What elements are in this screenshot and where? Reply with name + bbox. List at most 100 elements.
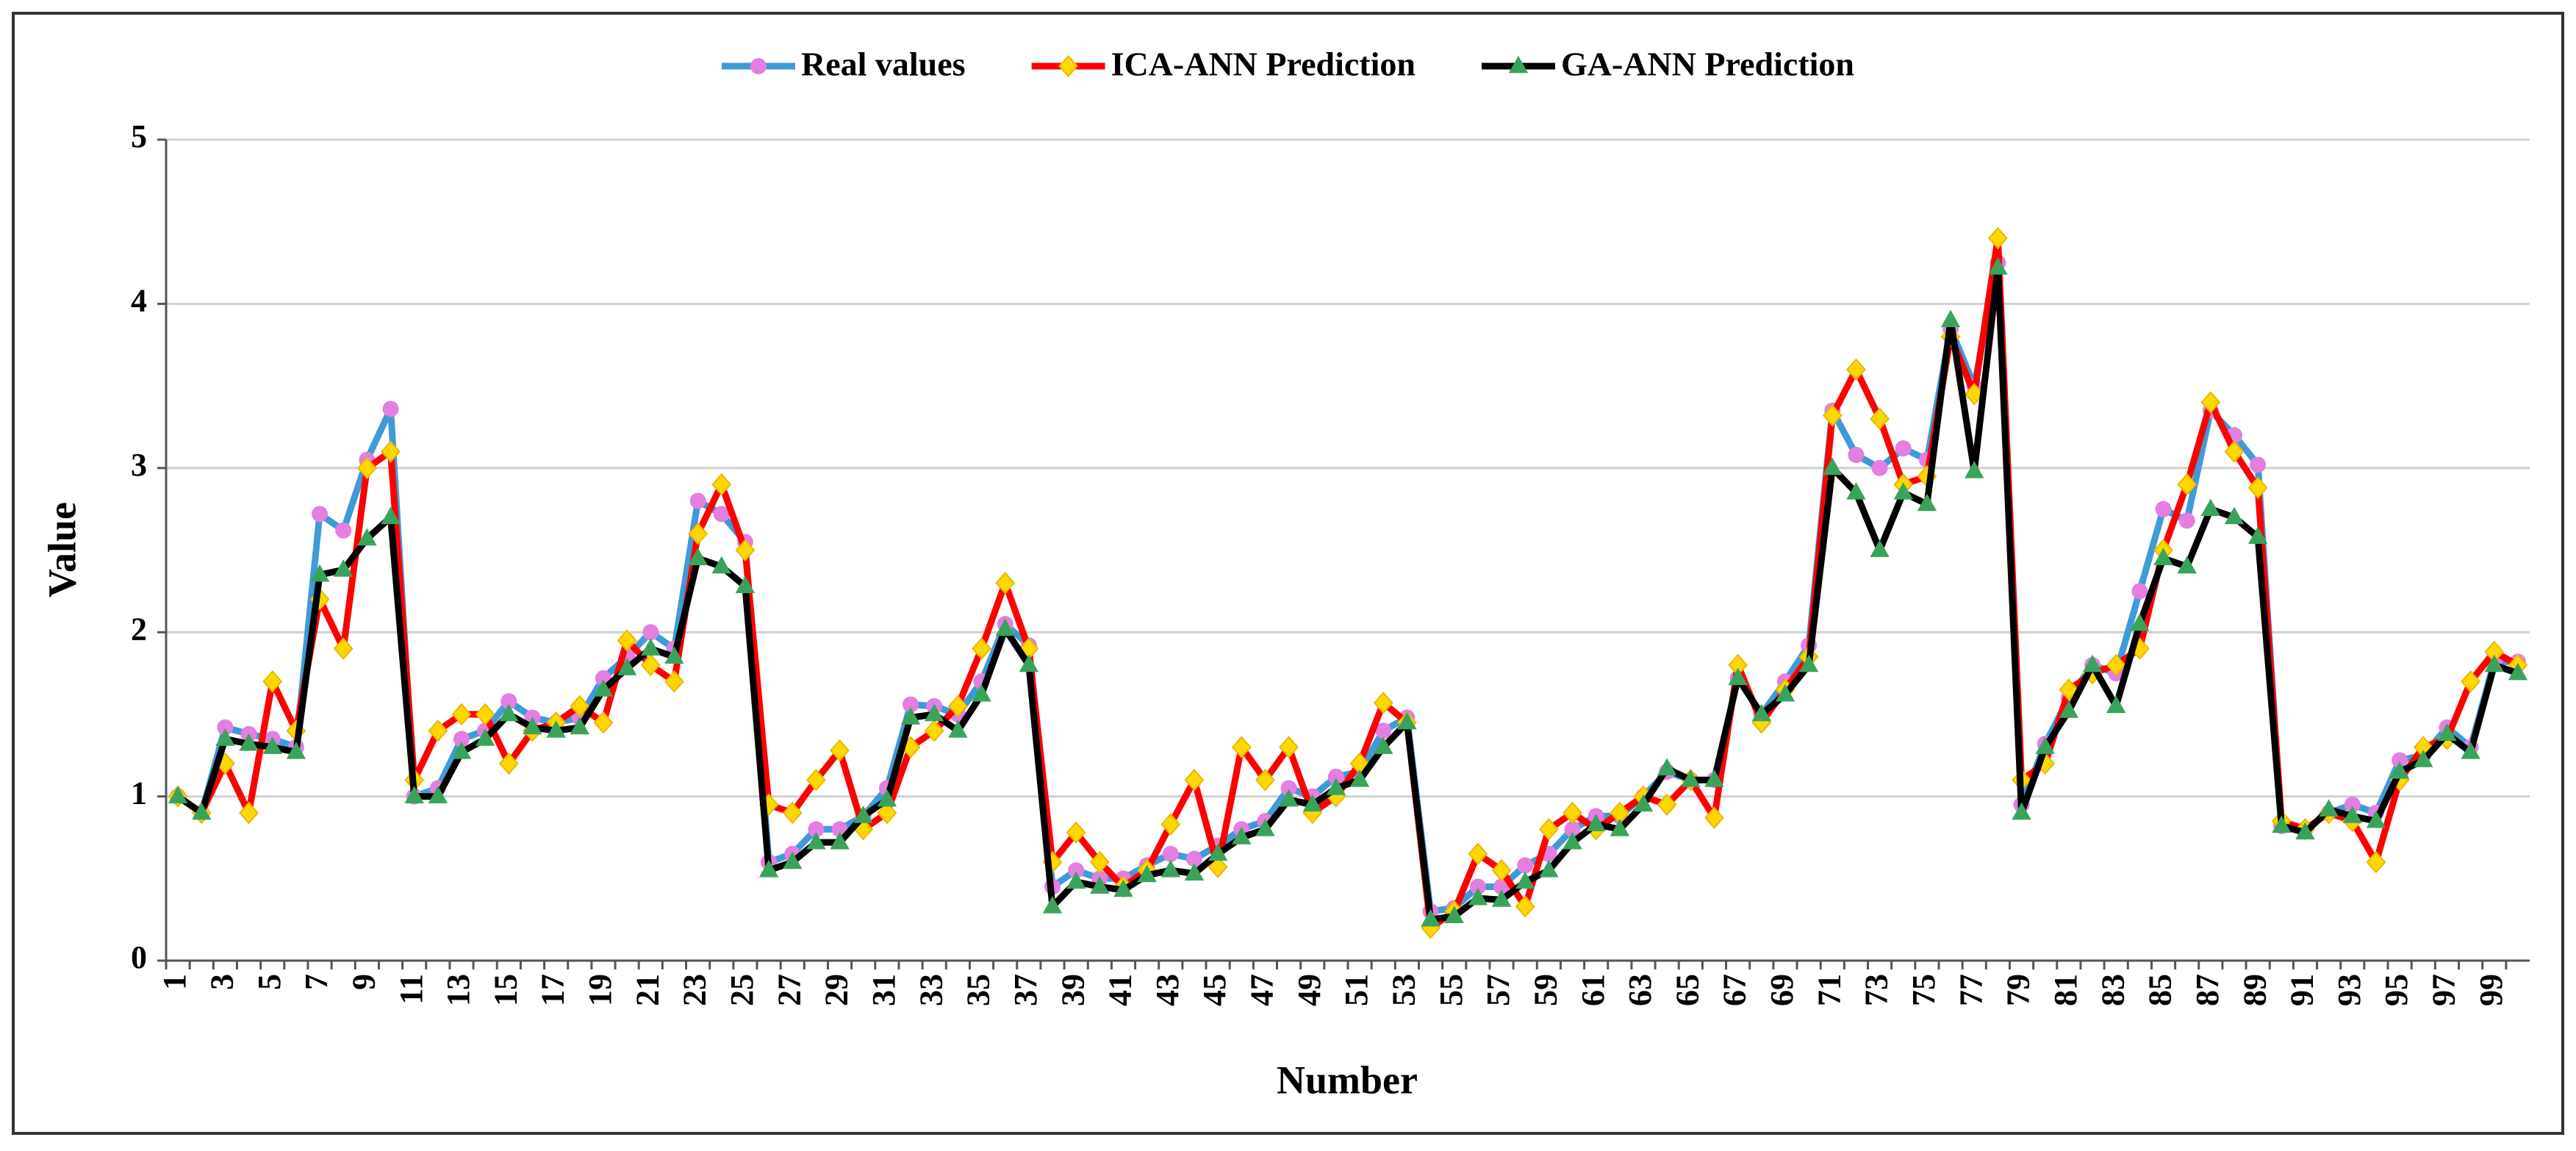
data-point bbox=[475, 703, 495, 726]
y-tick-label: 0 bbox=[131, 939, 147, 975]
data-point bbox=[2272, 815, 2292, 833]
data-point bbox=[2389, 761, 2410, 779]
data-point bbox=[356, 456, 377, 480]
data-point bbox=[1987, 226, 2008, 250]
x-tick-label: 61 bbox=[1575, 974, 1611, 1006]
data-point bbox=[1871, 459, 1888, 476]
data-point bbox=[735, 539, 756, 562]
x-tick-label: 15 bbox=[487, 974, 523, 1006]
data-point bbox=[262, 736, 282, 754]
x-tick-label: 45 bbox=[1196, 974, 1233, 1006]
data-point bbox=[428, 719, 448, 742]
data-point bbox=[453, 731, 470, 747]
data-point bbox=[1160, 813, 1181, 836]
data-point bbox=[2437, 723, 2457, 742]
x-tick-label: 23 bbox=[677, 974, 713, 1006]
y-tick-label: 4 bbox=[131, 282, 147, 318]
legend-label: Real values bbox=[801, 46, 966, 83]
data-point bbox=[168, 786, 188, 803]
data-point bbox=[2082, 654, 2103, 673]
data-point bbox=[2177, 473, 2198, 496]
data-point bbox=[2200, 391, 2221, 414]
data-point bbox=[2155, 501, 2172, 517]
data-point bbox=[947, 695, 968, 717]
data-point bbox=[711, 556, 731, 574]
data-point bbox=[972, 637, 991, 660]
x-tick-label: 11 bbox=[393, 974, 429, 1005]
x-tick-label: 19 bbox=[582, 974, 618, 1006]
data-point bbox=[2508, 662, 2528, 681]
data-point bbox=[1564, 821, 1581, 838]
data-point bbox=[1066, 821, 1086, 845]
data-point bbox=[1823, 457, 1843, 476]
data-point bbox=[498, 752, 519, 775]
data-point bbox=[1491, 889, 1512, 907]
data-point bbox=[1538, 818, 1559, 841]
legend-marker bbox=[750, 58, 767, 74]
x-tick-label: 5 bbox=[251, 974, 287, 990]
data-point bbox=[1798, 654, 1819, 673]
data-point bbox=[924, 719, 944, 742]
x-tick-label: 77 bbox=[1953, 974, 1989, 1006]
data-point bbox=[758, 859, 779, 878]
x-tick-label: 75 bbox=[1906, 974, 1942, 1006]
data-point bbox=[1068, 862, 1085, 879]
data-point bbox=[2295, 822, 2315, 840]
data-point bbox=[617, 658, 637, 675]
x-tick-label: 3 bbox=[204, 974, 240, 990]
data-point bbox=[1681, 769, 1701, 787]
data-point bbox=[689, 492, 706, 509]
data-point bbox=[2106, 695, 2126, 714]
data-point bbox=[2319, 799, 2339, 817]
legend: Real values ICA-ANN Prediction GA-ANN Pred… bbox=[721, 46, 1854, 83]
data-point bbox=[1870, 539, 1890, 557]
data-point bbox=[806, 831, 826, 850]
x-tick-label: 53 bbox=[1385, 974, 1421, 1006]
y-tick-label: 1 bbox=[131, 775, 147, 811]
data-point bbox=[1468, 887, 1488, 906]
data-point bbox=[1208, 856, 1228, 878]
data-point bbox=[239, 801, 259, 825]
data-point bbox=[2012, 802, 2031, 820]
data-point bbox=[1895, 440, 1912, 456]
data-point bbox=[312, 506, 329, 523]
data-point bbox=[1563, 801, 1582, 825]
data-point bbox=[925, 703, 944, 722]
data-point bbox=[215, 728, 235, 746]
x-axis-title: Number bbox=[1277, 1058, 1418, 1102]
legend-label: GA-ANN Prediction bbox=[1561, 46, 1854, 83]
data-point bbox=[593, 711, 614, 734]
data-point bbox=[262, 670, 283, 693]
data-point bbox=[2461, 741, 2480, 759]
data-point bbox=[995, 618, 1015, 637]
x-tick-label: 71 bbox=[1811, 974, 1847, 1006]
data-point bbox=[2342, 806, 2362, 823]
x-tick-label: 33 bbox=[913, 974, 949, 1006]
data-point bbox=[1870, 407, 1890, 431]
data-point bbox=[995, 571, 1016, 595]
data-point bbox=[900, 707, 921, 725]
x-tick-label: 59 bbox=[1527, 974, 1563, 1006]
data-point bbox=[688, 548, 708, 566]
x-tick-label: 51 bbox=[1338, 974, 1374, 1006]
data-point bbox=[735, 576, 756, 593]
data-point bbox=[1397, 711, 1417, 730]
x-tick-label: 1 bbox=[157, 974, 193, 990]
legend-item: ICA-ANN Prediction bbox=[1031, 46, 1416, 83]
legend-label: ICA-ANN Prediction bbox=[1111, 46, 1416, 83]
data-point bbox=[1704, 806, 1724, 829]
data-point bbox=[853, 806, 873, 823]
data-point bbox=[2224, 506, 2245, 525]
data-point bbox=[239, 733, 259, 751]
data-point bbox=[357, 528, 377, 546]
data-point bbox=[404, 786, 424, 803]
data-point bbox=[1208, 843, 1228, 861]
data-point bbox=[1775, 684, 1795, 702]
data-point bbox=[1113, 879, 1133, 897]
data-point bbox=[2059, 678, 2079, 701]
data-point bbox=[664, 670, 684, 693]
data-point bbox=[1988, 257, 2008, 275]
data-point bbox=[2130, 613, 2150, 631]
